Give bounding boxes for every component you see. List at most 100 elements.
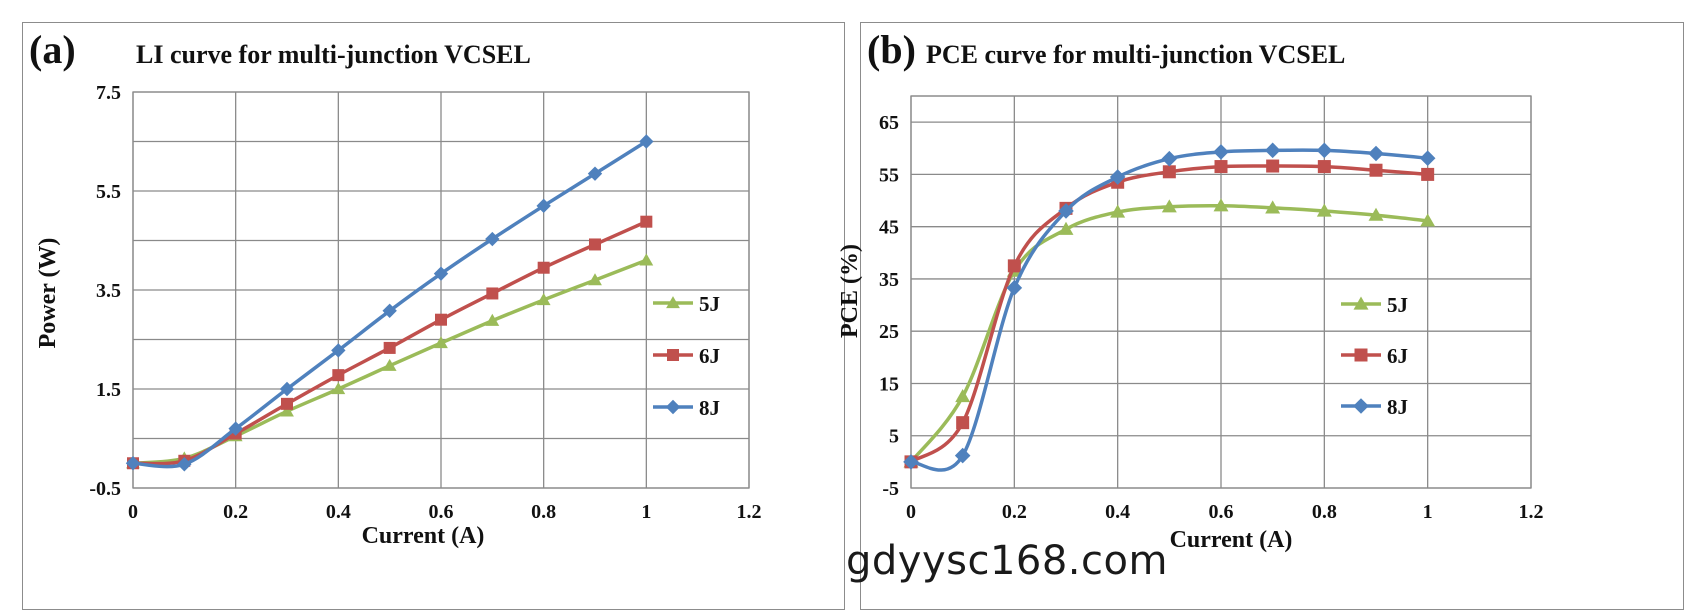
series-line-8J xyxy=(910,148,1428,472)
data-point xyxy=(1368,207,1384,221)
data-point xyxy=(1353,398,1369,414)
data-point xyxy=(382,358,397,371)
data-point xyxy=(1354,348,1368,362)
data-point xyxy=(1161,150,1178,167)
gridlines xyxy=(132,91,750,489)
series-5J xyxy=(903,198,1436,468)
data-point xyxy=(1058,203,1074,219)
data-point xyxy=(1058,221,1074,235)
series-line-6J xyxy=(909,164,1428,464)
y-tick-label: -5 xyxy=(882,478,899,500)
x-axis-label: Current (A) xyxy=(1170,527,1293,553)
data-point xyxy=(434,336,448,349)
data-point xyxy=(1266,159,1280,173)
x-tick-label: 0 xyxy=(128,501,138,523)
series-8J xyxy=(125,134,654,472)
data-point xyxy=(1110,204,1126,218)
data-point xyxy=(485,313,500,326)
x-tick-label: 0.4 xyxy=(1105,501,1130,523)
x-tick-label: 1.2 xyxy=(737,501,762,523)
data-point xyxy=(1369,163,1383,177)
x-tick-label: 0.8 xyxy=(531,501,556,523)
data-point xyxy=(279,381,295,397)
data-point xyxy=(433,266,449,281)
y-tick-label: 45 xyxy=(879,217,899,239)
data-point xyxy=(1317,160,1331,174)
x-tick-label: 0 xyxy=(906,501,916,523)
x-tick-label: 1 xyxy=(1423,501,1433,523)
data-point xyxy=(331,343,346,358)
x-tick-label: 0.2 xyxy=(1002,501,1027,523)
data-point xyxy=(435,313,447,326)
data-point xyxy=(485,231,500,247)
data-point xyxy=(954,447,971,464)
data-point xyxy=(537,261,550,274)
x-tick-label: 0.6 xyxy=(1209,501,1234,523)
plot-area-border xyxy=(132,91,750,489)
data-point xyxy=(1316,142,1333,159)
data-point xyxy=(640,215,653,228)
legend: 5J 6J 8J xyxy=(653,292,720,420)
x-tick-label: 1.2 xyxy=(1519,501,1544,523)
data-point xyxy=(1213,198,1229,212)
data-point xyxy=(1006,280,1023,296)
data-point xyxy=(332,369,345,382)
data-point xyxy=(1109,169,1126,185)
data-point xyxy=(1264,142,1281,159)
x-tick-label: 0.2 xyxy=(223,501,248,523)
y-tick-label: 1.5 xyxy=(96,379,121,401)
y-tick-label: 65 xyxy=(879,112,899,134)
plot-area-border xyxy=(910,95,1532,489)
y-tick-label: 5.5 xyxy=(96,181,121,203)
legend-label-8J: 8J xyxy=(1387,395,1408,419)
data-point xyxy=(382,303,397,318)
legend-label-6J: 6J xyxy=(1387,344,1408,368)
watermark-text: gdyysc168.com xyxy=(846,538,1168,584)
data-point xyxy=(383,341,396,354)
data-point xyxy=(486,287,499,300)
data-point xyxy=(1353,296,1369,310)
data-point xyxy=(955,389,971,403)
panel-label: (b) xyxy=(867,27,916,72)
legend-label-8J: 8J xyxy=(699,396,720,420)
legend-label-5J: 5J xyxy=(699,292,720,316)
data-point xyxy=(281,397,293,410)
data-point xyxy=(956,416,970,430)
data-point xyxy=(1265,200,1281,214)
series-6J xyxy=(127,215,653,470)
data-point xyxy=(1161,199,1177,213)
data-point xyxy=(331,382,346,395)
tick-labels: 0 0.2 0.4 0.6 0.8 1 1.2 -5 5 15 25 35 45 55 65 xyxy=(879,112,1544,523)
x-axis-label: Current (A) xyxy=(362,523,485,549)
data-point xyxy=(280,404,294,417)
legend: 5J 6J 8J xyxy=(1341,293,1408,419)
y-tick-label: -0.5 xyxy=(89,478,121,500)
y-tick-label: 15 xyxy=(879,373,899,395)
data-point xyxy=(587,166,603,181)
data-point xyxy=(1421,167,1435,181)
data-point xyxy=(666,296,680,309)
legend-label-5J: 5J xyxy=(1387,293,1408,317)
data-point xyxy=(228,421,243,436)
y-axis-label: PCE (%) xyxy=(837,244,863,338)
data-point xyxy=(588,273,602,286)
y-tick-label: 35 xyxy=(879,269,899,291)
data-point xyxy=(1419,150,1436,166)
series-line-5J xyxy=(909,203,1428,463)
li-curve-chart: (a) LI curve for multi-junction VCSEL 0 0.2… xyxy=(29,27,762,549)
panel-label: (a) xyxy=(29,27,76,72)
data-point xyxy=(1214,160,1228,174)
data-point xyxy=(1316,203,1332,217)
chart-title: LI curve for multi-junction VCSEL xyxy=(136,40,531,69)
data-point xyxy=(1420,213,1436,227)
chart-title: PCE curve for multi-junction VCSEL xyxy=(926,40,1345,69)
y-tick-label: 3.5 xyxy=(96,280,121,302)
data-point xyxy=(1007,259,1021,273)
data-point xyxy=(536,293,551,306)
data-point xyxy=(1368,145,1384,162)
data-point xyxy=(639,253,654,266)
data-point xyxy=(536,198,551,214)
chart-panel-a: (a) LI curve for multi-junction VCSEL 0 0.2… xyxy=(22,22,845,610)
x-tick-label: 0.4 xyxy=(326,501,351,523)
x-tick-label: 1 xyxy=(641,501,651,523)
